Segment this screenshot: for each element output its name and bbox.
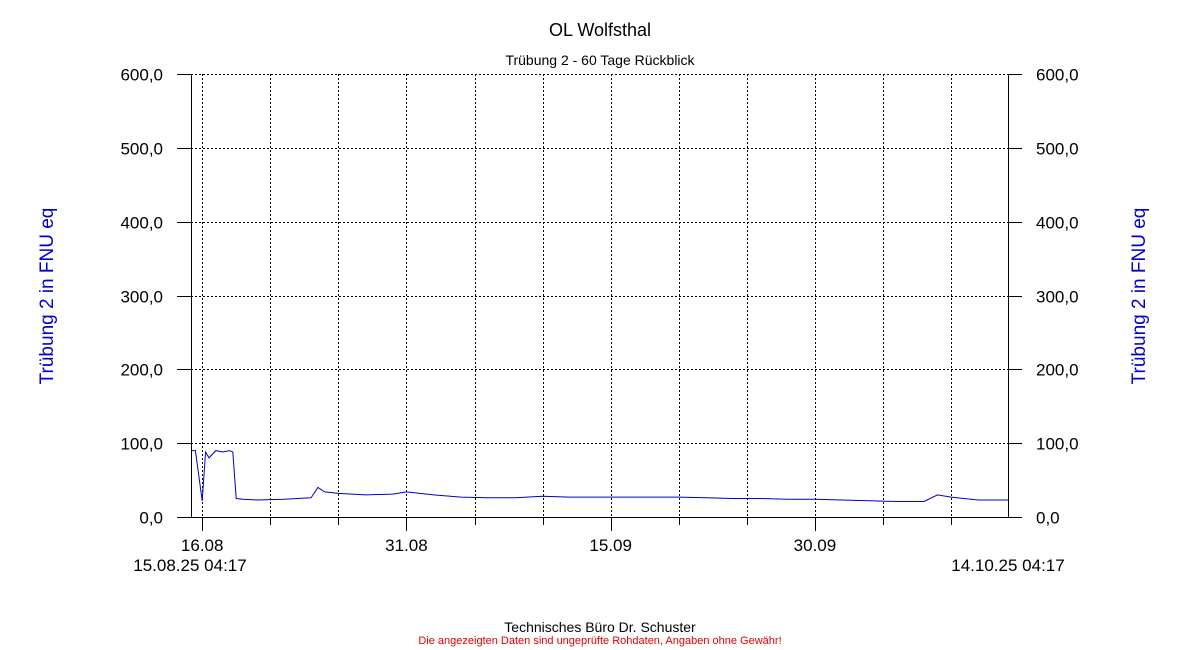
- y-tick-label-right: 0,0: [1036, 509, 1060, 528]
- series-line: [191, 450, 1008, 502]
- footer-disclaimer: Die angezeigten Daten sind ungeprüfte Ro…: [418, 635, 782, 647]
- x-tick-labels: 16.08 31.08 15.09 30.09: [181, 536, 836, 555]
- x-tick-label: 15.09: [589, 536, 632, 555]
- footer-company: Technisches Büro Dr. Schuster: [504, 619, 696, 635]
- chart-title: OL Wolfsthal: [549, 20, 651, 40]
- y-tick-label-left: 200,0: [120, 361, 163, 380]
- y-axis-label-left: Trübung 2 in FNU eq: [37, 208, 58, 385]
- y-tick-label-left: 500,0: [120, 140, 163, 159]
- y-axis-label-right: Trübung 2 in FNU eq: [1129, 208, 1150, 385]
- y-tick-label-left: 300,0: [120, 288, 163, 307]
- x-tick-label: 30.09: [794, 536, 837, 555]
- y-tick-label-right: 400,0: [1036, 214, 1079, 233]
- y-tick-label-right: 600,0: [1036, 66, 1079, 85]
- y-tick-label-left: 400,0: [120, 214, 163, 233]
- series: [191, 450, 1008, 502]
- y-tick-label-left: 0,0: [139, 509, 163, 528]
- grid: [191, 74, 1008, 517]
- y-tick-labels-right: 0,0 100,0 200,0 300,0 400,0 500,0 600,0: [1036, 66, 1079, 528]
- x-range-start-label: 15.08.25 04:17: [133, 556, 246, 575]
- y-tick-label-right: 200,0: [1036, 361, 1079, 380]
- x-range-end-label: 14.10.25 04:17: [951, 556, 1064, 575]
- y-tick-labels-left: 0,0 100,0 200,0 300,0 400,0 500,0 600,0: [120, 66, 163, 528]
- y-tick-label-left: 100,0: [120, 435, 163, 454]
- x-tick-label: 31.08: [385, 536, 428, 555]
- x-tick-label: 16.08: [181, 536, 224, 555]
- y-tick-label-left: 600,0: [120, 66, 163, 85]
- axes: [177, 74, 1022, 531]
- y-tick-label-right: 500,0: [1036, 140, 1079, 159]
- y-tick-label-right: 100,0: [1036, 435, 1079, 454]
- y-tick-label-right: 300,0: [1036, 288, 1079, 307]
- chart-subtitle: Trübung 2 - 60 Tage Rückblick: [505, 52, 695, 68]
